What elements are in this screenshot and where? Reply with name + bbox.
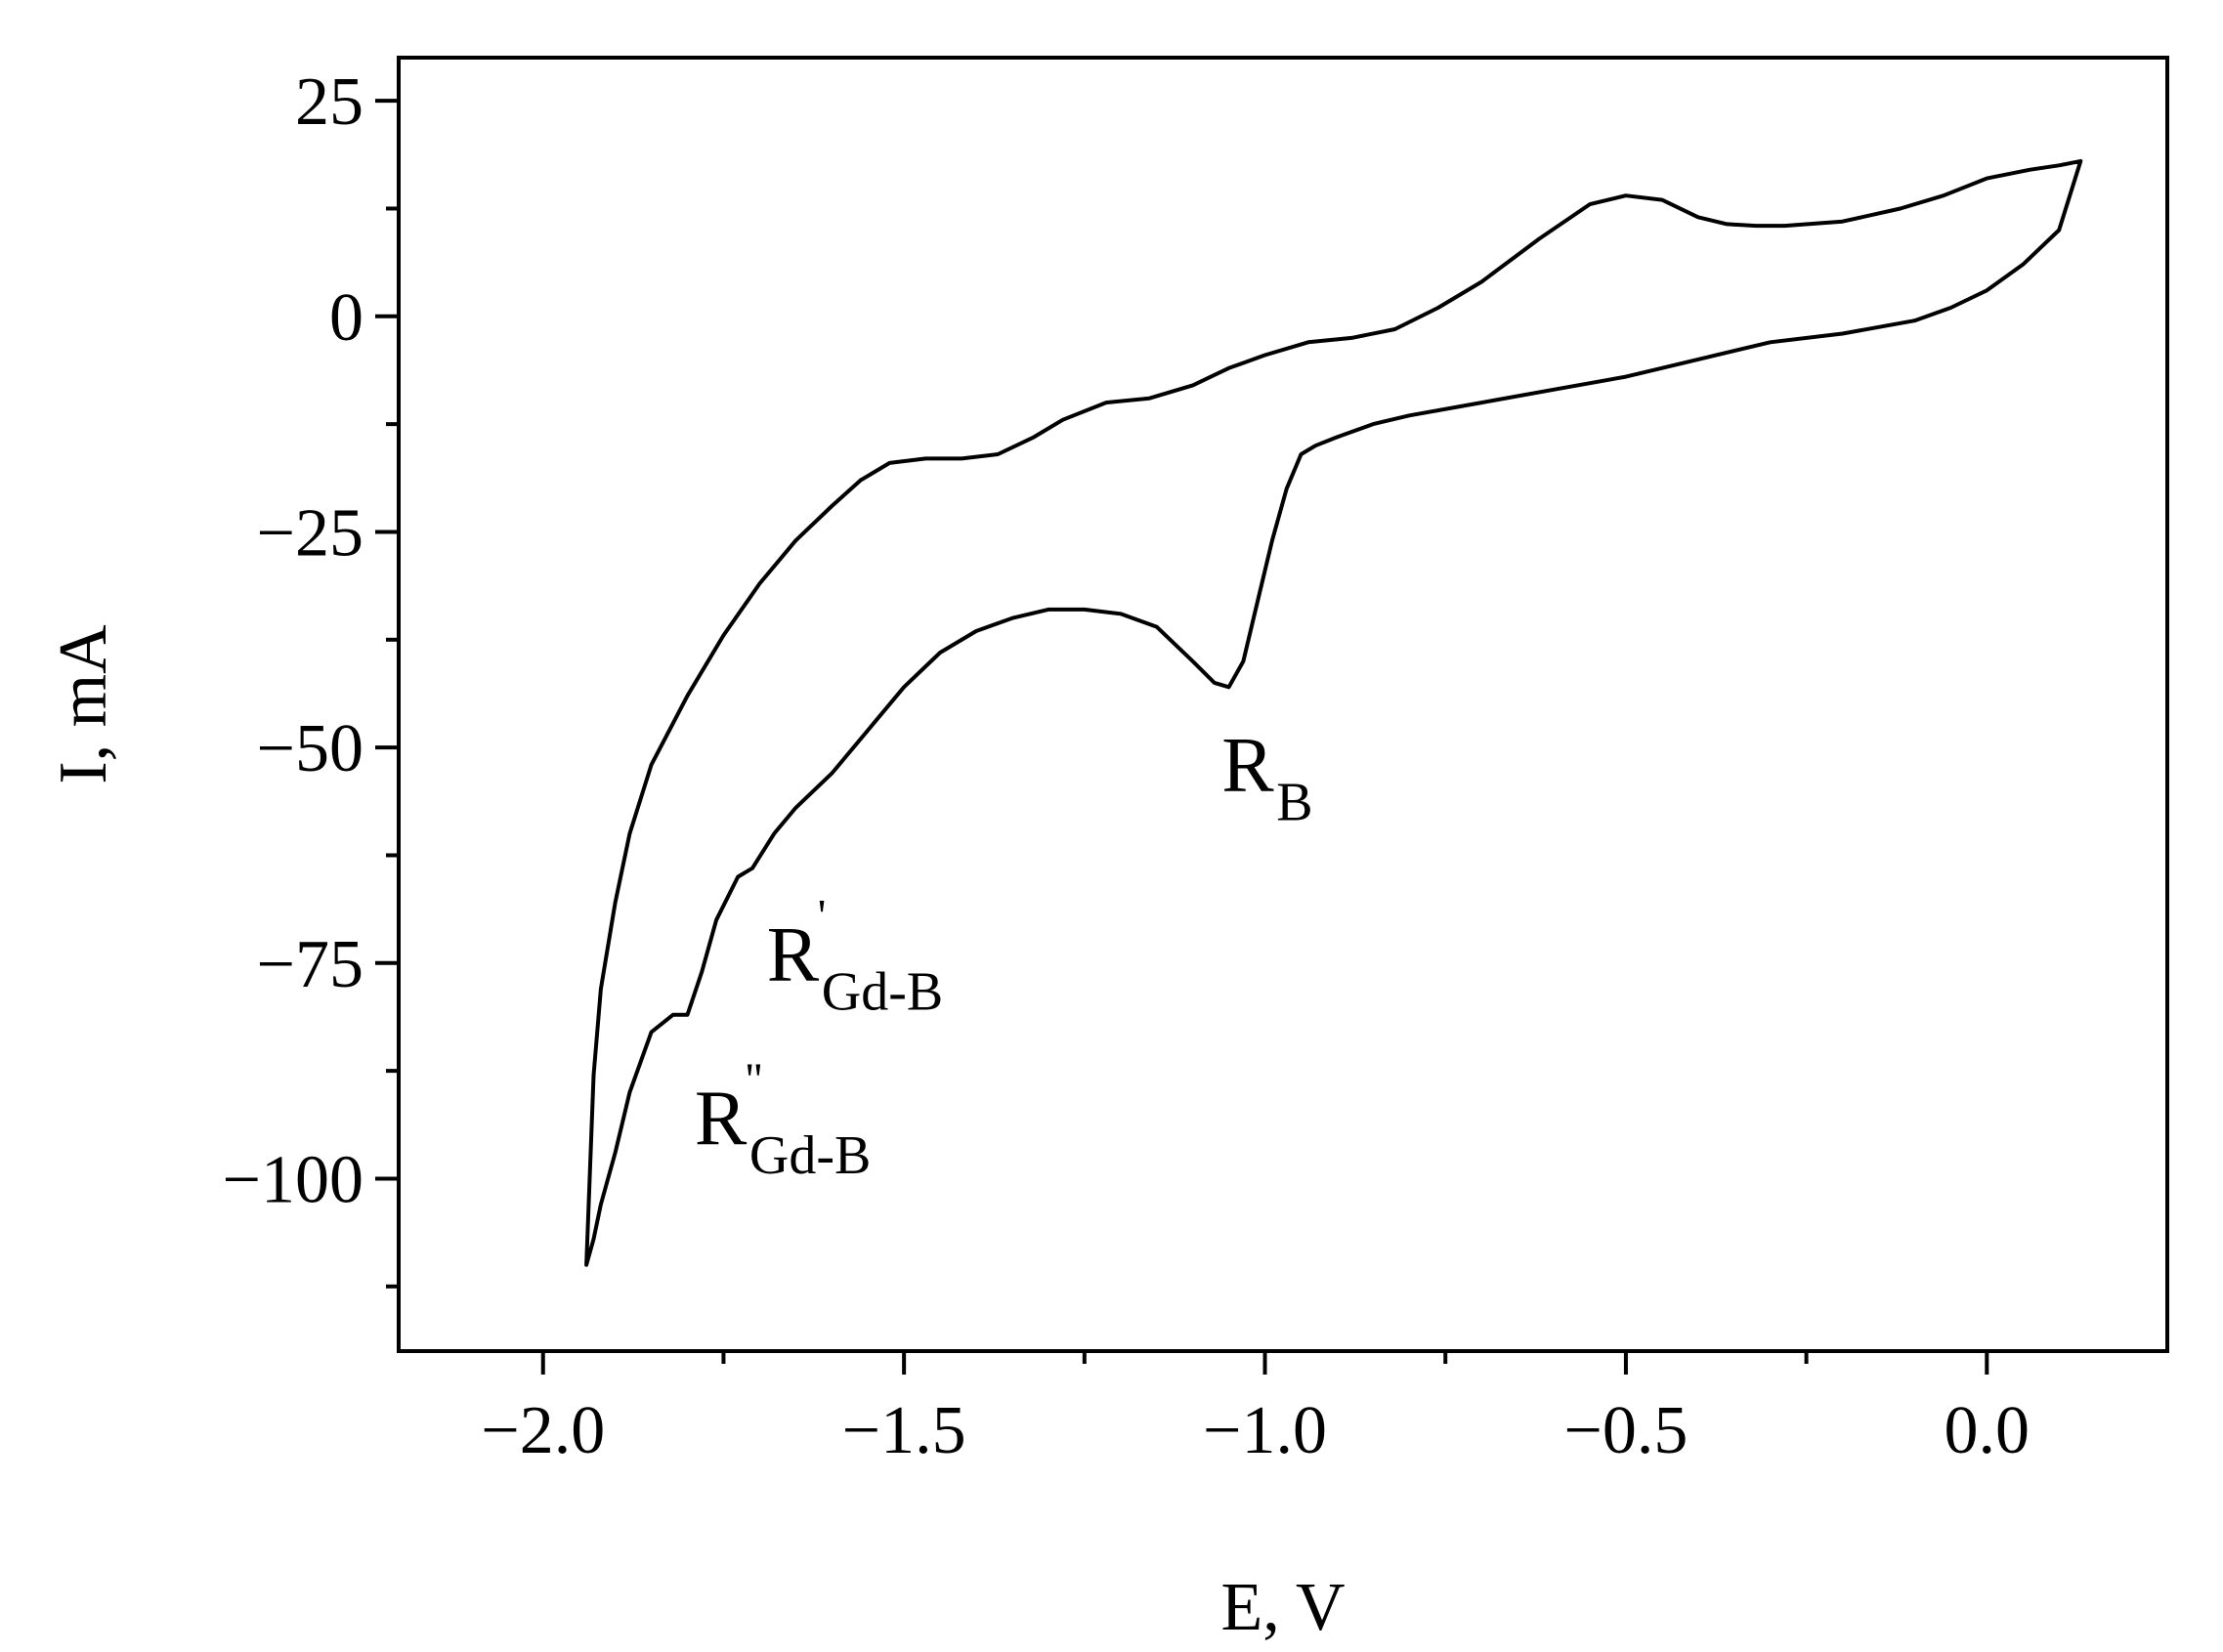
x-axis-title: E, V bbox=[1220, 1570, 1345, 1645]
y-tick-label: 0 bbox=[329, 280, 363, 356]
peak-label: R bbox=[1221, 722, 1274, 808]
y-tick-label: −50 bbox=[257, 711, 363, 786]
peak-label: R bbox=[767, 911, 820, 997]
y-tick-label: −75 bbox=[257, 927, 363, 1002]
x-tick-label: −1.0 bbox=[1203, 1393, 1327, 1468]
tick-labels: −2.0 −1.5 −1.0 −0.5 0.0 25 0 −25 −50 −75 −100 bbox=[223, 64, 2031, 1468]
x-tick-label: −0.5 bbox=[1563, 1393, 1688, 1468]
peak-label-subscript: Gd-B bbox=[749, 1125, 871, 1186]
x-tick-label: −1.5 bbox=[842, 1393, 966, 1468]
peak-label-main: R bbox=[1221, 722, 1274, 808]
y-tick-label: −100 bbox=[223, 1142, 363, 1217]
peak-label-prime: '' bbox=[746, 1054, 762, 1106]
x-tick-label: −2.0 bbox=[481, 1393, 605, 1468]
peak-label-subscript: Gd-B bbox=[822, 961, 943, 1022]
peak-label-prime: ' bbox=[818, 890, 827, 942]
cv-curve-line bbox=[584, 158, 2083, 1267]
y-tick-label: 25 bbox=[295, 64, 363, 140]
y-axis-title: I, mA bbox=[46, 624, 121, 784]
peak-label-subscript: B bbox=[1276, 772, 1312, 832]
peak-annotations: R BR'Gd-BR''Gd-B bbox=[695, 722, 1313, 1186]
axis-ticks bbox=[375, 99, 1989, 1375]
peak-label: R bbox=[695, 1076, 748, 1162]
plot-frame bbox=[397, 56, 2169, 1353]
x-tick-label: 0.0 bbox=[1945, 1393, 2031, 1468]
peak-label-main: R bbox=[767, 911, 820, 997]
peak-label-main: R bbox=[695, 1076, 748, 1162]
y-tick-label: −25 bbox=[257, 495, 363, 571]
